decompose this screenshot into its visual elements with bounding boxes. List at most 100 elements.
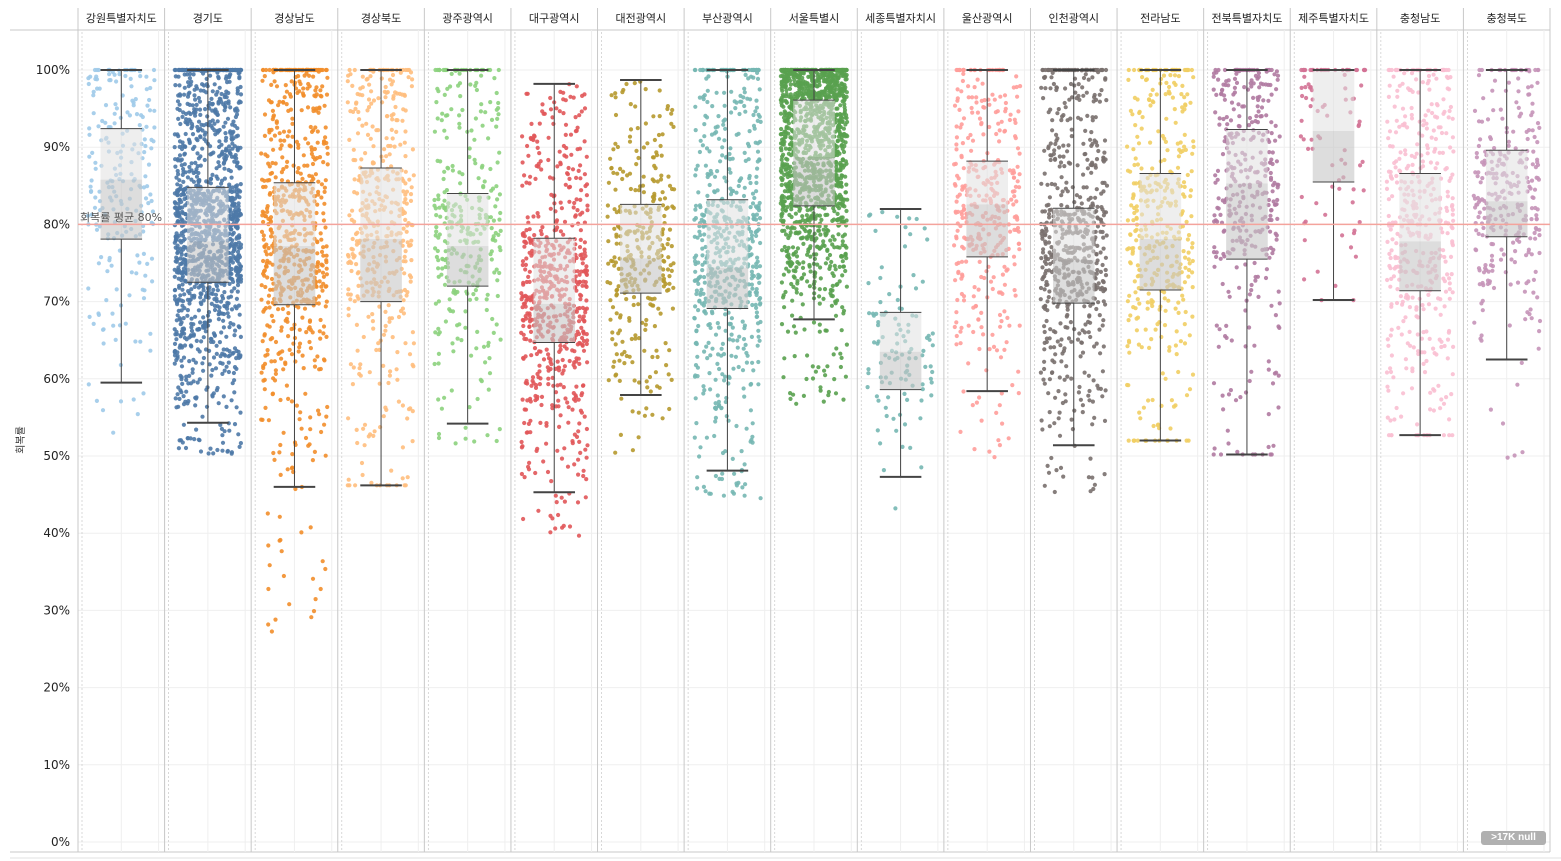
data-point <box>172 353 178 358</box>
data-point <box>408 198 414 203</box>
data-point <box>139 113 144 118</box>
data-point <box>172 294 177 299</box>
data-point <box>436 351 441 356</box>
data-point <box>269 82 274 87</box>
data-point <box>432 197 437 203</box>
data-point <box>308 415 313 420</box>
data-point <box>534 163 539 169</box>
data-point <box>197 177 202 183</box>
data-point <box>720 153 725 158</box>
data-point <box>181 179 186 184</box>
data-point <box>584 264 589 269</box>
data-point <box>450 309 456 314</box>
data-point <box>315 202 320 207</box>
panel-6: 대구광역시 <box>510 8 593 852</box>
data-point <box>708 353 713 358</box>
data-point <box>217 163 222 169</box>
data-point <box>206 318 211 323</box>
data-point <box>751 123 757 128</box>
data-point <box>538 349 543 354</box>
data-point <box>235 283 241 288</box>
data-point <box>182 237 187 242</box>
data-point <box>712 433 717 439</box>
data-point <box>579 325 584 330</box>
data-point <box>746 76 751 81</box>
data-point <box>272 378 278 383</box>
data-point <box>527 313 532 318</box>
data-point <box>704 344 709 349</box>
data-point <box>410 330 415 335</box>
data-point <box>753 109 758 114</box>
data-point <box>148 192 153 197</box>
data-point <box>214 282 219 287</box>
data-point <box>284 164 289 169</box>
data-point <box>311 609 317 614</box>
data-point <box>128 76 133 81</box>
data-point <box>354 262 359 267</box>
data-point <box>716 136 722 141</box>
data-point <box>724 154 729 159</box>
data-point <box>225 116 231 121</box>
data-point <box>441 67 446 73</box>
data-point <box>129 270 134 275</box>
data-point <box>699 287 704 292</box>
data-point <box>181 316 186 321</box>
data-point <box>403 154 408 159</box>
data-point <box>539 167 544 172</box>
data-point <box>555 383 560 388</box>
data-point <box>699 217 704 222</box>
data-point <box>273 617 278 622</box>
data-point <box>755 259 760 264</box>
data-point <box>606 239 611 244</box>
data-point <box>215 447 220 453</box>
data-point <box>520 317 525 323</box>
data-point <box>211 150 216 155</box>
data-point <box>271 450 276 456</box>
data-point <box>181 166 186 172</box>
data-point <box>747 129 752 134</box>
data-point <box>403 341 408 346</box>
data-point <box>671 261 676 266</box>
data-point <box>361 426 366 431</box>
data-point <box>410 362 415 367</box>
data-point <box>576 319 582 324</box>
data-point <box>742 86 747 91</box>
data-point <box>265 258 270 263</box>
data-point <box>282 95 287 100</box>
data-point <box>199 339 204 344</box>
data-point <box>577 146 583 151</box>
data-point <box>228 129 233 134</box>
data-point <box>175 355 180 360</box>
data-point <box>493 204 498 209</box>
data-point <box>137 260 142 265</box>
data-point <box>611 170 616 175</box>
data-point <box>266 300 271 305</box>
data-point <box>181 402 187 407</box>
data-point <box>262 333 267 338</box>
data-point <box>488 166 493 172</box>
data-point <box>210 172 215 177</box>
data-point <box>149 198 154 204</box>
data-point <box>700 253 705 258</box>
data-point <box>352 177 357 182</box>
data-point <box>645 141 650 146</box>
data-point <box>308 346 313 351</box>
data-point <box>665 242 670 247</box>
data-point <box>280 306 285 312</box>
data-point <box>442 198 447 203</box>
panel-header-label: 광주광역시 <box>442 12 493 25</box>
data-point <box>320 84 325 89</box>
data-point <box>146 162 152 167</box>
data-point <box>463 309 468 314</box>
data-point <box>92 67 98 73</box>
data-point <box>198 449 204 454</box>
data-point <box>751 112 756 118</box>
data-point <box>273 368 278 373</box>
data-point <box>218 360 223 365</box>
data-point <box>544 347 549 352</box>
data-point <box>756 334 761 339</box>
data-point <box>605 203 611 208</box>
data-point <box>613 342 618 347</box>
data-point <box>712 189 717 194</box>
data-point <box>319 94 324 99</box>
